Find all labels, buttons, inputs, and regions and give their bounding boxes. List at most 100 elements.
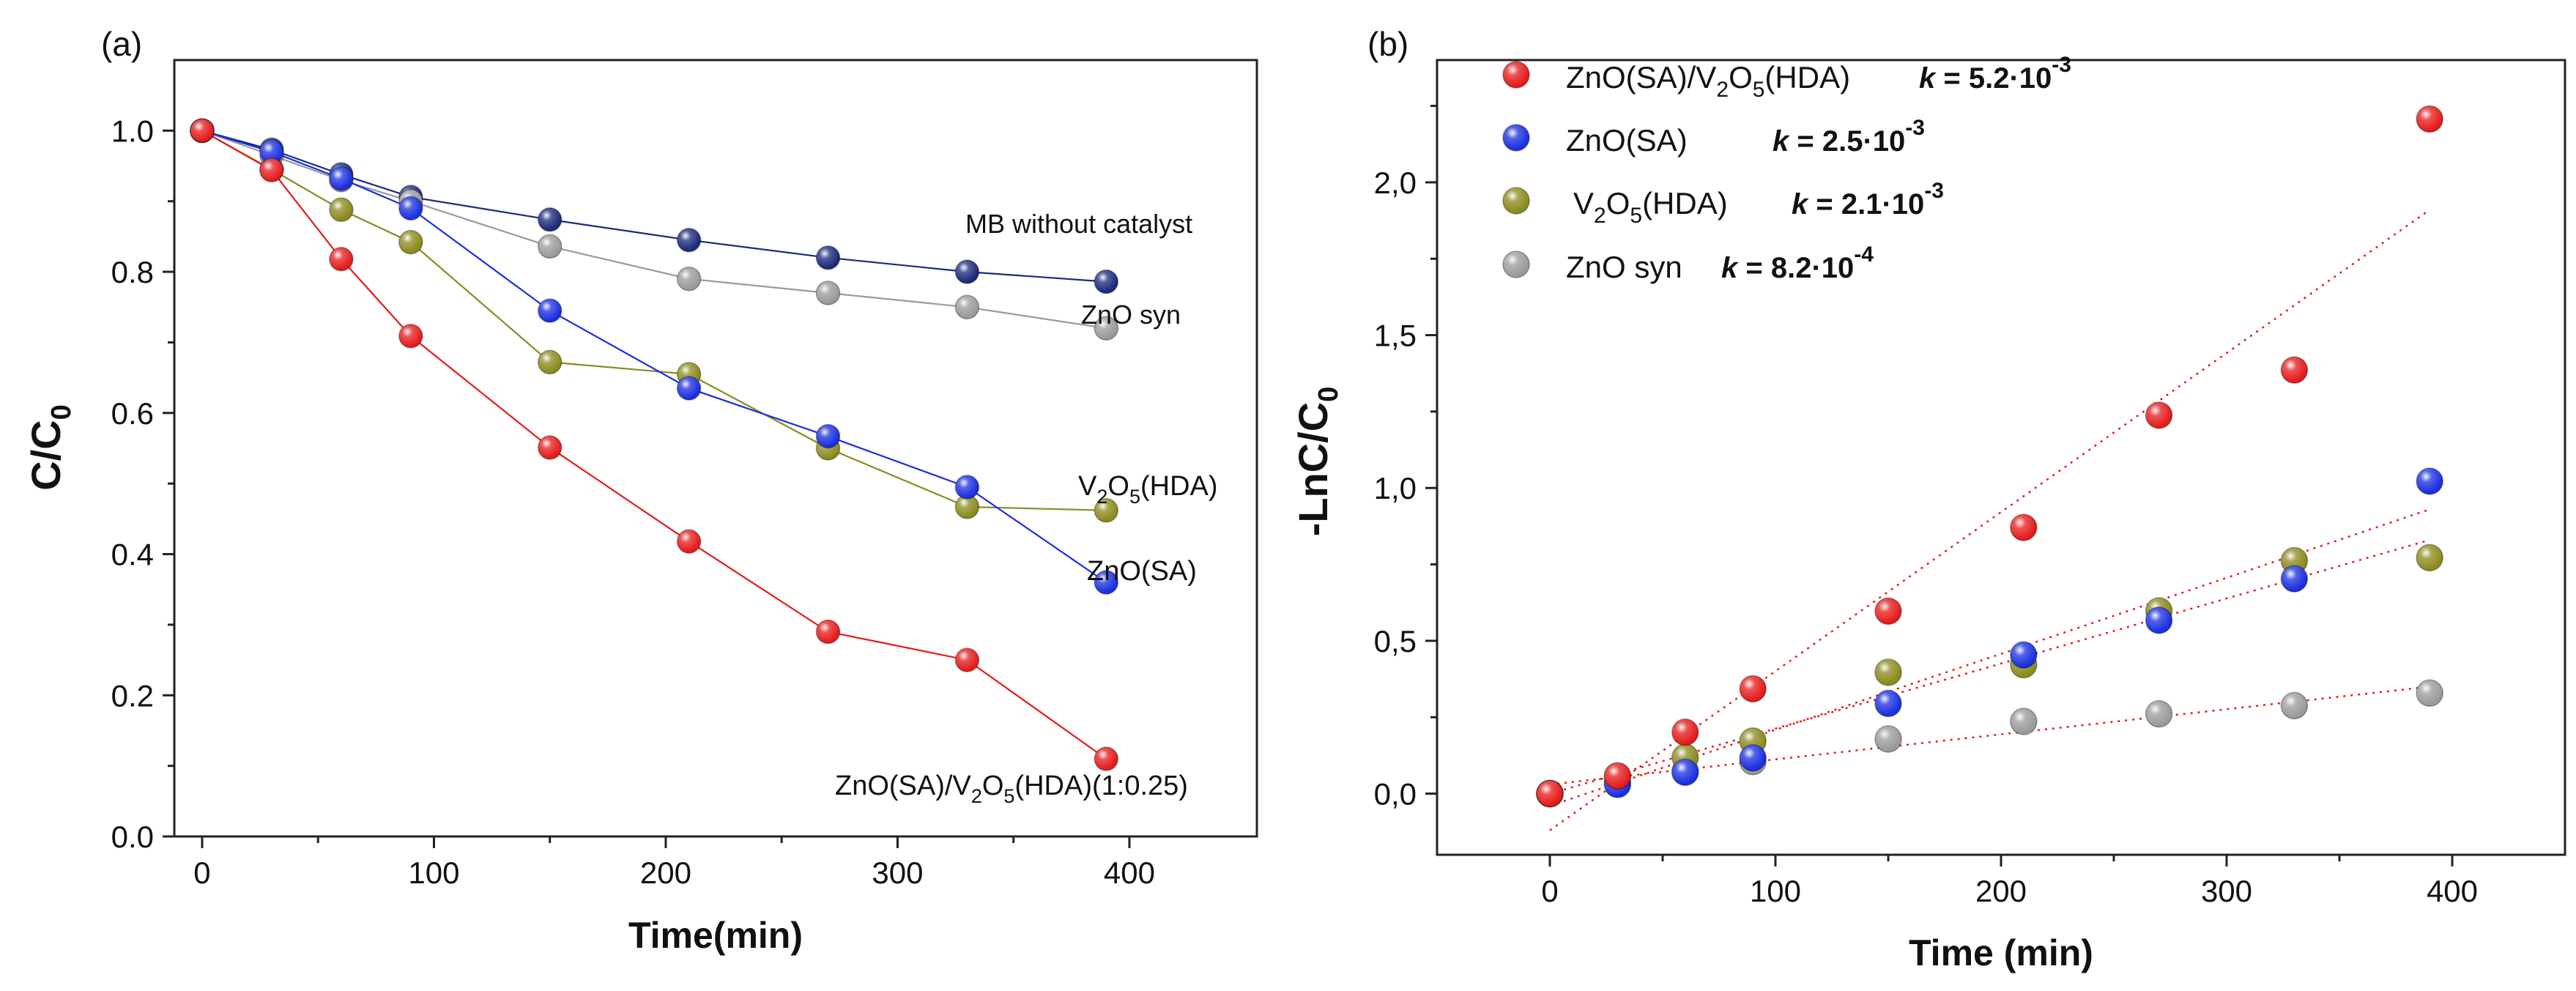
panel-b-y-tick-label: 2,0 <box>1374 166 1417 200</box>
data-point-zno-sa-v2o5-hda-1-0-25 <box>676 529 702 554</box>
panel-b-y-tick-label: 0,0 <box>1374 777 1417 812</box>
panel-a: (a) 0 100 200 300 400 0.0 0.2 0.4 0.6 0.8 1.0 MB w… <box>23 25 1258 956</box>
data-point-v2o5-hda <box>329 197 354 223</box>
panel-a-y-tick-label: 0.0 <box>111 820 154 854</box>
panel-a-x-tick-label: 300 <box>872 855 923 890</box>
panel-a-series-labels: MB without catalyst ZnO syn V2O5(HDA) ZnO(S… <box>835 209 1218 807</box>
data-point-zno-sa-v2o5-hda-1-0-25 <box>329 246 354 272</box>
series-label-zno-sa-v2o5-hda-1-0-25: ZnO(SA)/V2O5(HDA)(1:0.25) <box>835 771 1188 807</box>
data-point-zno-sa-v2o5-hda-1-0-25 <box>815 619 841 645</box>
panel-b-y-axis-sub: 0 <box>1313 387 1344 402</box>
legend-label-v2o5-hda: V2O5(HDA) <box>1573 186 1728 228</box>
legend-marker-zno-syn <box>1502 250 1530 278</box>
data-point-mb-without-catalyst <box>676 227 702 253</box>
data-point-mb-without-catalyst <box>815 245 841 270</box>
legend-rate-zno-syn: k = 8.2·10-4 <box>1721 242 1874 284</box>
panel-a-y-tick-label: 0.4 <box>111 538 154 572</box>
data-point-zno-sa <box>2416 467 2443 495</box>
legend-marker-v2o5-hda <box>1502 187 1530 215</box>
data-point-zno-sa <box>1874 689 1902 718</box>
series-label-zno-syn: ZnO syn <box>1081 300 1181 330</box>
panel-a-x-tick-label: 100 <box>408 855 459 890</box>
series-label-v2o5-hda: V2O5(HDA) <box>1078 471 1218 508</box>
panel-b-y-tick-label: 1,0 <box>1374 471 1417 505</box>
panel-b-legend: ZnO(SA)/V2O5(HDA) k = 5.2·10-3 ZnO(SA) k = … <box>1502 53 2071 284</box>
data-point-mb-without-catalyst <box>537 207 563 232</box>
panel-a-x-axis-title: Time(min) <box>628 915 803 956</box>
panel-b-x-tick-label: 400 <box>2427 874 2478 908</box>
legend-rate-zno-sa: k = 2.5·10-3 <box>1773 116 1925 157</box>
data-point-zno-sa <box>954 475 980 500</box>
panel-b-label: (b) <box>1367 25 1408 63</box>
panel-a-y-tick-label: 0.6 <box>111 396 154 431</box>
data-point-zno-sa-v2o5-hda <box>2280 356 2309 384</box>
data-point-zno-syn <box>2145 699 2173 728</box>
data-point-v2o5-hda <box>398 229 423 255</box>
panel-a-frame <box>173 59 1258 838</box>
data-point-zno-sa-v2o5-hda-1-0-25 <box>1094 746 1119 771</box>
data-point-zno-sa-v2o5-hda-1-0-25 <box>954 647 980 672</box>
data-point-zno-sa <box>2145 606 2173 634</box>
data-point-zno-sa-v2o5-hda <box>2145 401 2173 429</box>
data-point-zno-syn <box>815 281 841 305</box>
data-point-zno-sa-v2o5-hda-1-0-25 <box>537 435 563 460</box>
data-point-zno-sa-v2o5-hda-1-0-25 <box>259 157 284 183</box>
series-label-zno-sa: ZnO(SA) <box>1087 556 1197 587</box>
panel-b-frame <box>1436 59 2566 856</box>
data-point-zno-syn <box>1094 316 1119 341</box>
data-point-zno-syn <box>954 294 980 320</box>
panel-b-y-tick-label: 1,5 <box>1374 319 1417 353</box>
panel-a-x-tick-label: 400 <box>1104 855 1155 890</box>
data-point-zno-sa <box>2010 641 2038 669</box>
data-point-zno-sa-v2o5-hda <box>1739 675 1767 703</box>
data-point-v2o5-hda <box>954 494 980 519</box>
legend-marker-zno-sa <box>1502 124 1530 152</box>
data-point-v2o5-hda <box>2280 546 2309 575</box>
series-label-mb-without-catalyst: MB without catalyst <box>965 209 1192 239</box>
legend-rate-v2o5-hda: k = 2.1·10-3 <box>1792 179 1944 220</box>
panel-b-y-tick-label: 0,5 <box>1374 624 1417 658</box>
data-point-zno-sa <box>2280 565 2309 593</box>
data-point-zno-sa-v2o5-hda <box>1603 762 1632 790</box>
panel-b-axes: 0 100 200 300 400 0,0 0,5 1,0 1,5 2,0 <box>1374 105 2478 908</box>
panel-b-series <box>1536 105 2443 831</box>
data-point-zno-syn <box>2010 708 2038 735</box>
panel-b-x-axis-title: Time (min) <box>1909 932 2093 973</box>
panel-a-y-axis-title: C/C0 <box>23 404 77 491</box>
panel-a-label: (a) <box>101 25 142 63</box>
data-point-zno-sa <box>676 376 702 401</box>
panel-b-x-tick-label: 100 <box>1750 874 1801 908</box>
legend-rate-zno-sa-v2o5-hda: k = 5.2·10-3 <box>1919 53 2071 94</box>
data-point-zno-sa-v2o5-hda <box>1874 597 1902 626</box>
panel-b-y-axis-title: -LnC/C0 <box>1290 387 1344 537</box>
data-point-zno-sa-v2o5-hda <box>1671 718 1699 746</box>
panel-a-y-tick-label: 0.8 <box>111 255 154 289</box>
panel-a-y-tick-label: 1.0 <box>111 114 154 148</box>
data-point-zno-sa <box>1739 743 1767 772</box>
data-point-zno-syn <box>676 266 702 292</box>
data-point-zno-sa-v2o5-hda-1-0-25 <box>190 118 215 144</box>
data-point-v2o5-hda <box>2416 543 2443 572</box>
data-point-zno-sa <box>815 423 841 449</box>
panel-a-x-tick-label: 0 <box>193 855 210 890</box>
data-point-zno-sa <box>1671 758 1699 787</box>
panel-b-y-axis-main: -LnC/C <box>1290 402 1336 537</box>
data-point-v2o5-hda <box>1874 658 1902 686</box>
data-point-zno-sa-v2o5-hda-1-0-25 <box>398 324 423 349</box>
data-point-zno-sa <box>398 196 423 221</box>
panel-a-y-axis-sub: 0 <box>46 404 77 420</box>
panel-a-axes: 0 100 200 300 400 0.0 0.2 0.4 0.6 0.8 1.0 <box>111 114 1155 890</box>
legend-label-zno-syn: ZnO syn <box>1566 250 1682 284</box>
panel-b-x-tick-label: 200 <box>1975 874 2027 908</box>
legend-label-zno-sa: ZnO(SA) <box>1566 123 1688 157</box>
data-point-zno-syn <box>537 234 563 259</box>
data-point-zno-sa <box>1094 570 1119 595</box>
data-point-zno-sa <box>537 298 563 323</box>
panel-b-x-tick-label: 300 <box>2201 874 2252 908</box>
data-point-zno-sa <box>329 166 354 191</box>
data-point-mb-without-catalyst <box>954 259 980 284</box>
panel-a-y-axis-main: C/C <box>23 420 69 490</box>
data-point-zno-sa-v2o5-hda <box>1536 779 1564 808</box>
data-point-zno-syn <box>2280 691 2309 720</box>
